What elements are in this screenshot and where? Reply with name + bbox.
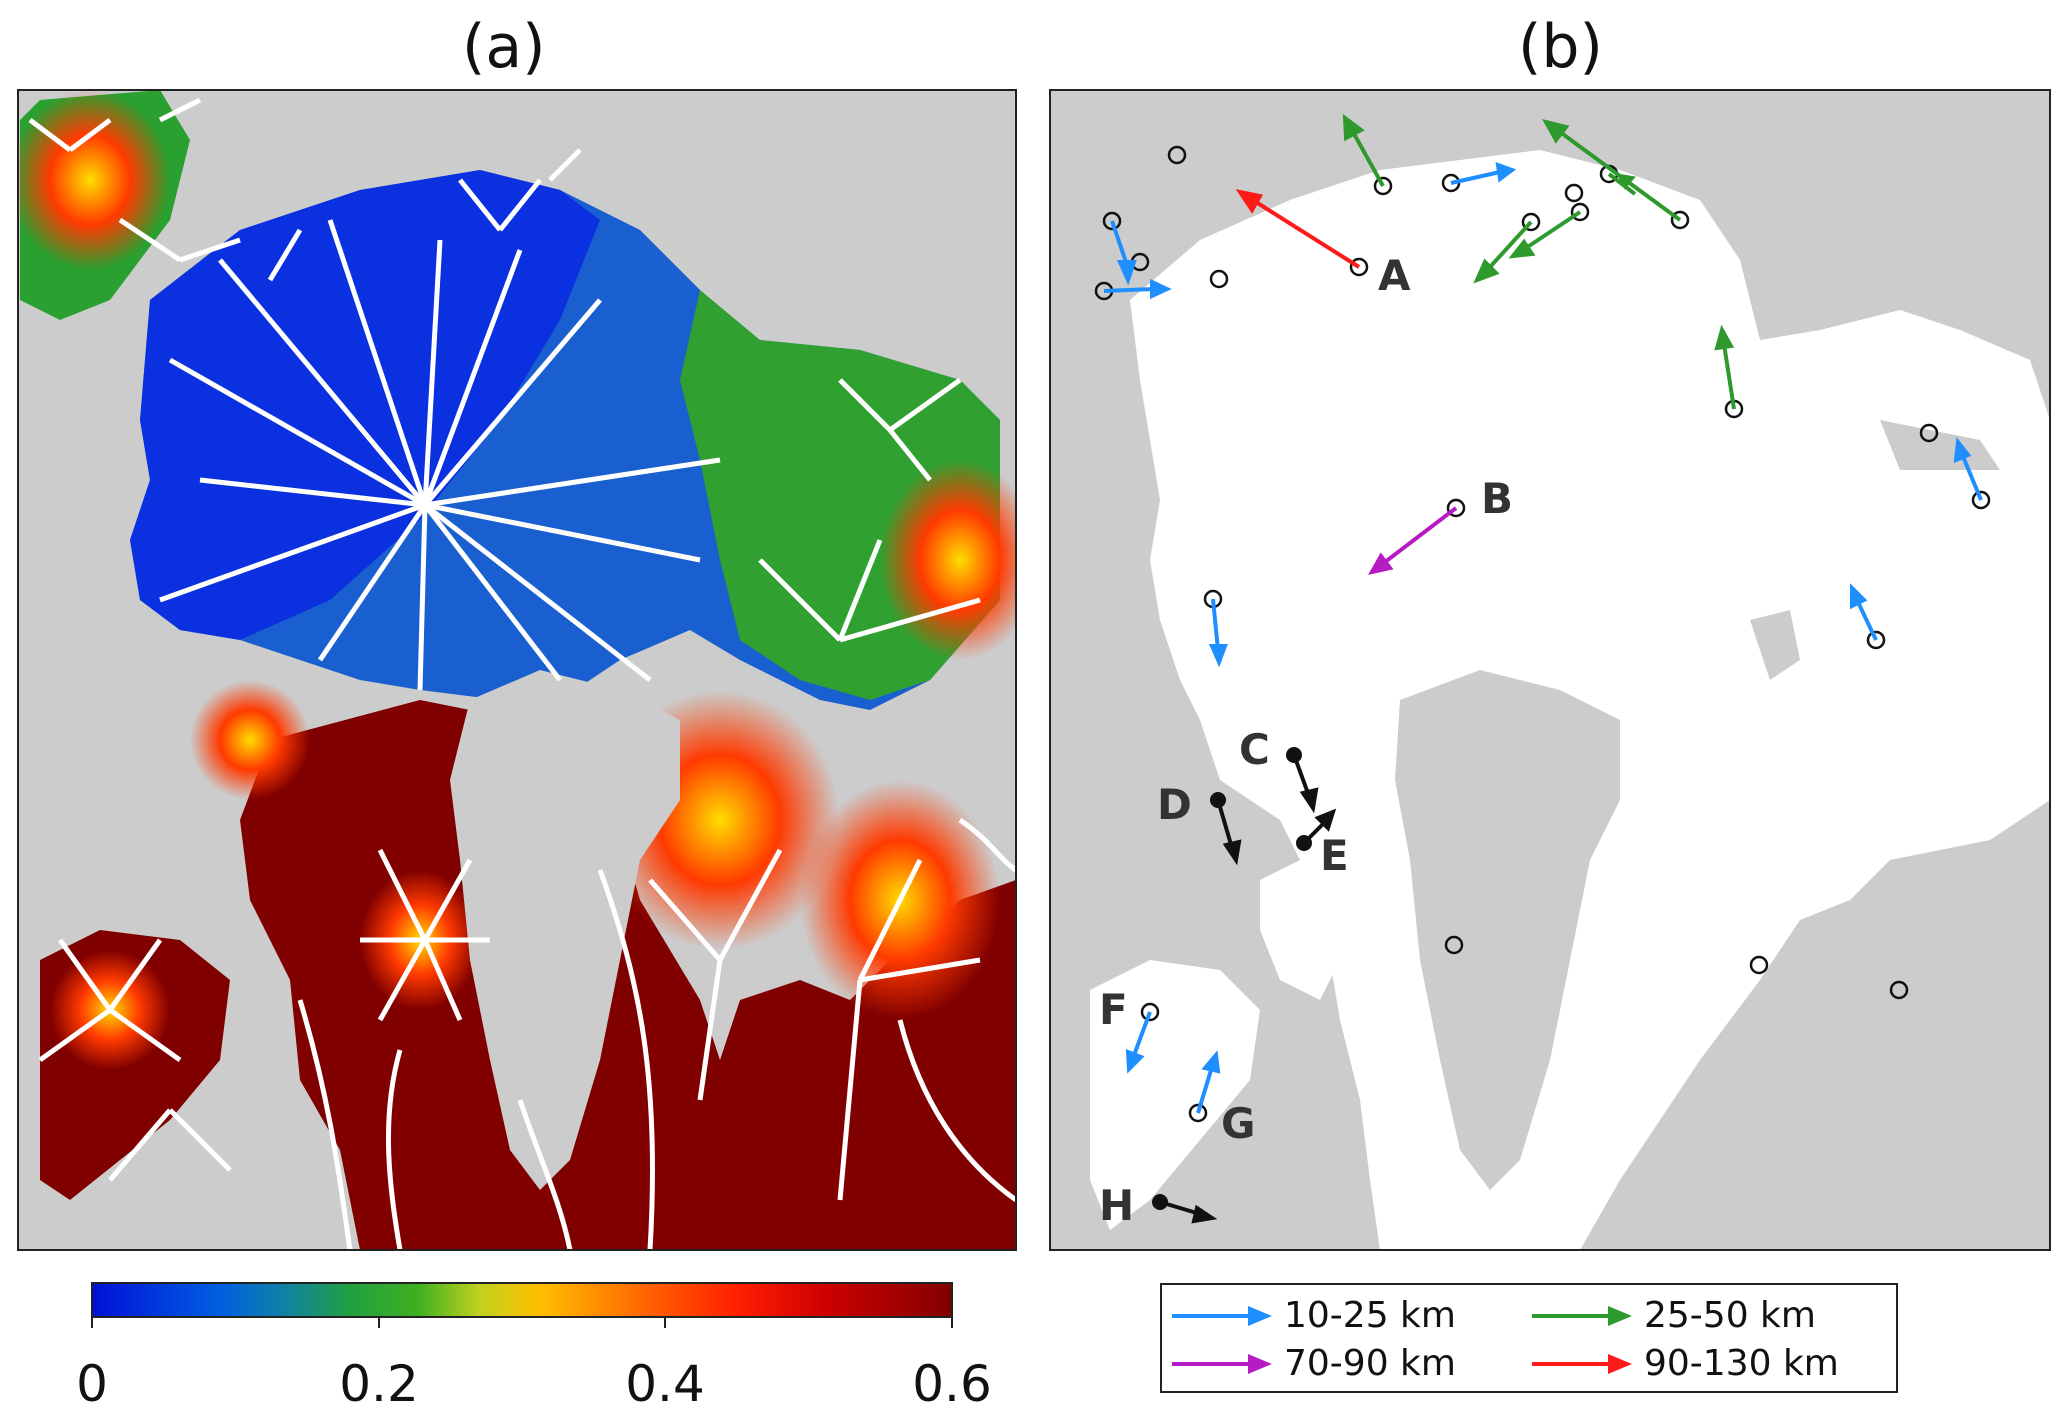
panel-a-title: (a) bbox=[462, 12, 546, 82]
panel-b-hudson-bay bbox=[1090, 960, 1260, 1230]
legend-arrow-icon bbox=[1532, 1305, 1632, 1326]
arctic-deep-blue bbox=[130, 170, 600, 640]
displacement-arrows bbox=[1103, 113, 1983, 1224]
colorbar-ticks bbox=[91, 1317, 953, 1328]
label-C: C bbox=[1239, 725, 1270, 774]
panel-b-frame bbox=[1049, 89, 2051, 1251]
novaya-zemlya bbox=[1880, 420, 2000, 470]
svalbard bbox=[1750, 610, 1800, 680]
legend-label: 90-130 km bbox=[1644, 1343, 1839, 1384]
iceland bbox=[1840, 1010, 1900, 1070]
arrow-legend: 10-25 km 25-50 km 70-90 km 90-130 km bbox=[1160, 1283, 1898, 1393]
panel-b-title: (b) bbox=[1518, 12, 1603, 82]
legend-arrow-icon bbox=[1532, 1353, 1632, 1374]
legend-item: 70-90 km bbox=[1172, 1343, 1456, 1384]
point-labels: A B C D E F G H bbox=[1099, 251, 1513, 1230]
legend-item: 90-130 km bbox=[1532, 1343, 1839, 1384]
hotspot-archipelago bbox=[190, 680, 310, 800]
streamlines bbox=[28, 97, 1016, 1250]
panel-a-map bbox=[18, 90, 1016, 1250]
atlantic-ocean-field bbox=[240, 700, 1016, 1250]
label-B: B bbox=[1481, 474, 1513, 523]
label-H: H bbox=[1099, 1181, 1134, 1230]
legend-item: 25-50 km bbox=[1532, 1295, 1816, 1336]
legend-label: 70-90 km bbox=[1284, 1343, 1456, 1384]
label-F: F bbox=[1099, 985, 1128, 1034]
colorbar-tick-label: 0.6 bbox=[912, 1355, 992, 1413]
label-E: E bbox=[1320, 831, 1349, 880]
colorbar-tick-label: 0.2 bbox=[339, 1355, 419, 1413]
legend-label: 25-50 km bbox=[1644, 1295, 1816, 1336]
legend-arrow-icon bbox=[1172, 1353, 1272, 1374]
label-A: A bbox=[1378, 251, 1411, 300]
panel-b-baffin-bay bbox=[1260, 860, 1340, 1000]
panel-a-frame bbox=[17, 89, 1017, 1251]
panel-b-ocean bbox=[1130, 150, 2050, 1250]
colorbar bbox=[91, 1282, 953, 1318]
label-G: G bbox=[1221, 1099, 1255, 1148]
label-D: D bbox=[1157, 780, 1192, 829]
legend-item: 10-25 km bbox=[1172, 1295, 1456, 1336]
legend-label: 10-25 km bbox=[1284, 1295, 1456, 1336]
greenland-land bbox=[450, 670, 680, 1190]
colorbar-tick-label: 0.4 bbox=[625, 1355, 705, 1413]
hotspot-bering bbox=[18, 90, 170, 270]
legend-arrow-icon bbox=[1172, 1305, 1272, 1326]
panel-b-map: A B C D E F G H bbox=[1050, 90, 2050, 1250]
panel-b-greenland bbox=[1395, 670, 1620, 1190]
hotspot-laptev bbox=[880, 460, 1016, 660]
colorbar-tick-label: 0 bbox=[76, 1355, 108, 1413]
